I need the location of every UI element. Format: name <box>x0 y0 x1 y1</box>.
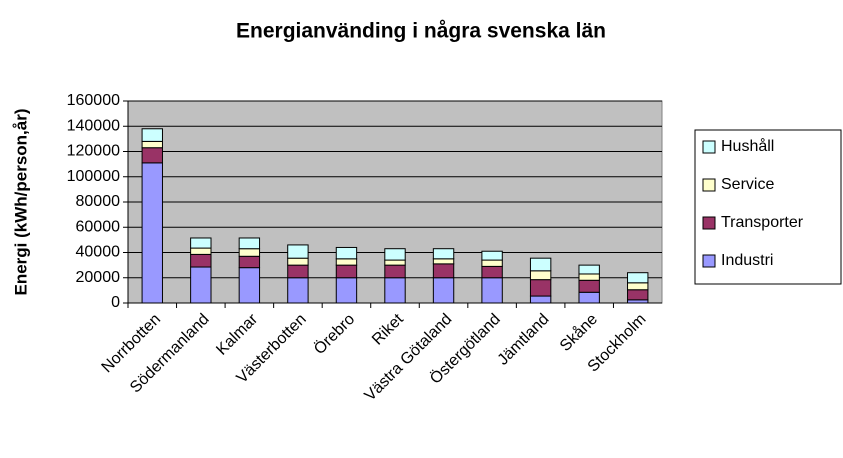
bar-segment <box>190 253 212 268</box>
bar-segment <box>384 264 406 279</box>
legend-label: Transporter <box>721 214 804 231</box>
bar-segment <box>432 248 455 260</box>
x-tick-label: Västra Götaland <box>362 311 456 405</box>
legend-swatch <box>702 216 716 230</box>
bar-segment <box>238 255 261 269</box>
bar-segment <box>432 277 455 304</box>
bar-segment <box>335 277 358 304</box>
x-tick-label: Skåne <box>556 310 601 355</box>
bar-segment <box>238 237 261 250</box>
y-tick-label: 100000 <box>67 168 120 185</box>
bar-segment <box>578 264 600 275</box>
legend-label: Industri <box>721 252 773 269</box>
bar-segment <box>141 162 163 304</box>
bar-segment <box>287 244 309 259</box>
bar-segment <box>627 272 649 284</box>
bar-segment <box>141 140 163 149</box>
bar-segment <box>529 270 552 281</box>
bar-segment <box>627 289 649 301</box>
bar-segment <box>287 257 309 266</box>
legend-swatch <box>702 178 716 192</box>
bar-segment <box>432 263 455 279</box>
bar-segment <box>578 279 600 293</box>
y-tick-label: 60000 <box>76 218 121 235</box>
bar-segment <box>627 282 649 291</box>
legend-label: Hushåll <box>721 137 774 155</box>
bar-segment <box>384 277 406 304</box>
bar-segment <box>190 266 212 304</box>
bar-segment <box>529 257 552 272</box>
x-tick-label: Riket <box>369 310 407 348</box>
bar-segment <box>529 295 552 304</box>
bar-segment <box>432 258 455 265</box>
bar-segment <box>141 128 163 142</box>
bar-segment <box>141 147 163 164</box>
chart-title: Energianvänding i några svenska län <box>236 20 606 43</box>
bar-segment <box>335 264 358 279</box>
bar-segment <box>335 246 358 260</box>
bar-segment <box>384 259 406 266</box>
x-tick-label: Jämtland <box>495 311 553 369</box>
bar-segment <box>578 273 600 281</box>
bar-segment <box>481 265 503 279</box>
x-tick-label: Kalmar <box>213 310 261 358</box>
legend-swatch <box>702 254 716 268</box>
bar-segment <box>384 248 406 261</box>
y-tick-label: 140000 <box>67 117 120 134</box>
bar-segment <box>529 279 552 297</box>
bar-segment <box>190 237 212 249</box>
x-tick-label: Örebro <box>310 310 358 358</box>
y-axis-title: Energi (kWh/person,år) <box>11 108 30 295</box>
bar-segment <box>287 277 309 304</box>
bar-segment <box>287 264 309 279</box>
legend-label: Service <box>721 176 774 193</box>
legend-swatch <box>702 140 716 154</box>
y-tick-label: 120000 <box>67 143 120 160</box>
bar-segment <box>190 247 212 255</box>
y-tick-label: 20000 <box>76 269 121 286</box>
bar-segment <box>238 248 261 257</box>
y-tick-label: 80000 <box>76 193 121 210</box>
y-tick-label: 160000 <box>67 92 120 109</box>
y-tick-label: 40000 <box>76 244 121 261</box>
y-tick-label: 0 <box>111 294 120 311</box>
bar-segment <box>481 277 503 304</box>
bar-segment <box>481 250 503 261</box>
legend-box <box>694 129 842 285</box>
bar-segment <box>481 259 503 267</box>
bar-segment <box>335 258 358 266</box>
bar-segment <box>238 267 261 304</box>
bar-segment <box>578 291 600 304</box>
